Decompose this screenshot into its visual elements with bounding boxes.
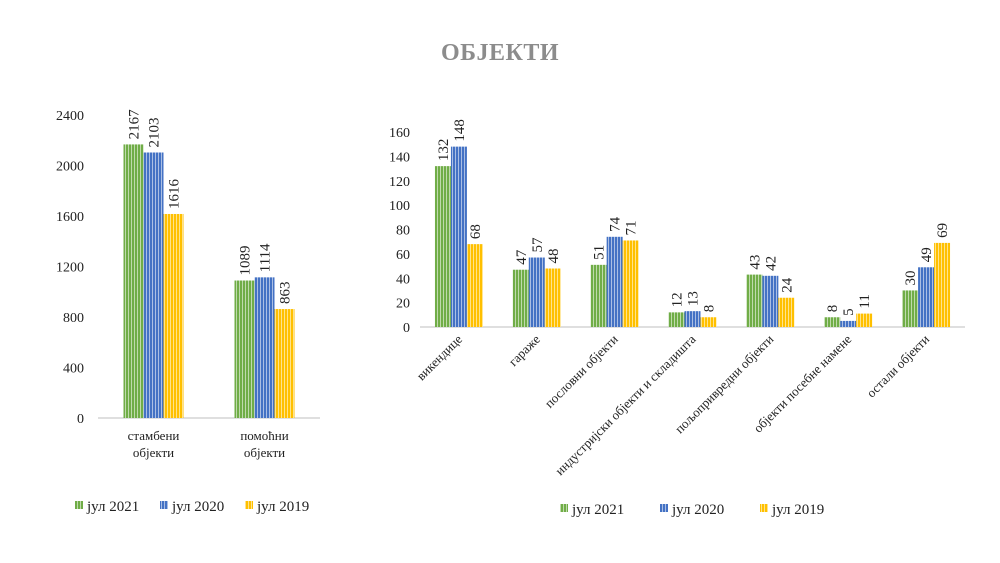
chart2-bar-jul-2021 [902, 290, 919, 327]
chart1-data-label: 1089 [238, 246, 254, 276]
chart2-bar-jul-2019 [466, 244, 483, 327]
chart1-bar-jul-2021 [234, 280, 255, 418]
chart2-data-label: 8 [825, 305, 841, 313]
chart2-bar-jul-2020 [606, 236, 623, 327]
chart2-category-label: викендице [413, 331, 465, 383]
chart2-data-label: 47 [514, 249, 530, 265]
chart2-data-label: 30 [903, 270, 919, 285]
chart2-y-tick-label: 20 [396, 297, 410, 312]
chart2-category-label: остали објекти [863, 331, 932, 400]
chart1-data-label: 1616 [167, 178, 183, 209]
chart2-legend-label-jul-2019: јул 2019 [771, 502, 824, 518]
chart1-data-label: 863 [278, 282, 294, 305]
chart2-bar-jul-2021 [824, 317, 841, 327]
chart2-data-label: 24 [779, 277, 795, 293]
chart1-bar-jul-2021 [123, 144, 144, 418]
chart1-data-label: 2103 [147, 117, 163, 147]
chart1-bar-jul-2020 [143, 152, 164, 418]
chart2-category-label: индустријски објекти и складишта [552, 331, 699, 478]
chart1-bar-jul-2019 [163, 213, 184, 418]
chart2-category-label: пословни објекти [541, 331, 620, 410]
chart2-data-label: 8 [702, 305, 718, 313]
chart1-bar-jul-2019 [274, 309, 295, 418]
chart1-category-label: помоћни [240, 428, 288, 443]
chart1-data-label: 2167 [127, 109, 143, 140]
chart1-legend-label-jul-2021: јул 2021 [86, 499, 139, 515]
chart1-category-label: објекти [133, 445, 174, 460]
chart1-legend-swatch-jul-2019 [245, 501, 253, 509]
chart2-legend-label-jul-2020: јул 2020 [671, 502, 724, 518]
chart2-bar-jul-2021 [434, 166, 451, 327]
chart1-y-tick-label: 1200 [56, 261, 84, 276]
chart2-bar-jul-2020 [684, 311, 701, 327]
chart2-data-label: 57 [530, 237, 546, 253]
chart2-y-tick-label: 0 [403, 321, 410, 336]
chart2-data-label: 5 [841, 308, 857, 316]
chart2-category-label: гараже [505, 331, 543, 369]
chart1-y-tick-label: 2400 [56, 109, 84, 124]
chart2-data-label: 69 [935, 223, 951, 238]
chart2-y-tick-label: 160 [389, 126, 410, 141]
chart1-category-label: стамбени [128, 428, 180, 443]
chart2-bar-jul-2019 [622, 240, 639, 327]
chart2-y-tick-label: 120 [389, 175, 410, 190]
chart2-legend-swatch-jul-2021 [560, 504, 568, 512]
chart2-data-label: 11 [857, 294, 873, 308]
chart2-bar-jul-2021 [746, 274, 763, 327]
chart1-bar-jul-2020 [254, 277, 275, 418]
chart2-data-label: 74 [608, 216, 624, 232]
chart2-bar-jul-2020 [762, 275, 779, 327]
chart2-legend-swatch-jul-2019 [760, 504, 768, 512]
chart2-y-tick-label: 100 [389, 199, 410, 214]
chart2-bar-jul-2020 [450, 146, 467, 327]
chart1-category-label: објекти [244, 445, 285, 460]
chart2-bar-jul-2020 [528, 257, 545, 327]
chart2-bar-jul-2021 [590, 264, 607, 327]
chart2-bar-jul-2020 [840, 320, 857, 327]
chart2-y-tick-label: 80 [396, 224, 410, 239]
chart1-y-tick-label: 800 [63, 311, 84, 326]
chart2-data-label: 12 [670, 292, 686, 307]
chart2-y-tick-label: 40 [396, 272, 410, 287]
chart2-data-label: 51 [592, 245, 608, 260]
chart2-data-label: 13 [686, 291, 702, 306]
chart2-bar-jul-2020 [918, 267, 935, 327]
chart2-data-label: 49 [919, 247, 935, 262]
chart2-bar-jul-2019 [778, 297, 795, 327]
chart2-data-label: 48 [546, 249, 562, 264]
chart2-bar-jul-2019 [544, 268, 561, 327]
chart2-bar-jul-2019 [856, 313, 873, 327]
chart2-legend-swatch-jul-2020 [660, 504, 668, 512]
chart2-legend-label-jul-2021: јул 2021 [571, 502, 624, 518]
chart2-bar-jul-2019 [934, 242, 951, 327]
chart1-y-tick-label: 400 [63, 362, 84, 377]
chart2-data-label: 43 [747, 255, 763, 270]
chart1-legend-swatch-jul-2021 [75, 501, 83, 509]
chart1-legend-swatch-jul-2020 [160, 501, 168, 509]
chart2-y-tick-label: 140 [389, 150, 410, 165]
chart1-y-tick-label: 2000 [56, 160, 84, 175]
chart2-bar-jul-2021 [668, 312, 685, 327]
chart2-data-label: 148 [452, 119, 468, 142]
chart-title: ОБЈЕКТИ [440, 40, 560, 66]
chart2-data-label: 68 [468, 224, 484, 239]
chart2-bar-jul-2021 [512, 269, 529, 327]
chart2-data-label: 132 [436, 139, 452, 162]
chart1-legend-label-jul-2019: јул 2019 [256, 499, 309, 515]
chart2-bar-jul-2019 [700, 317, 717, 327]
chart2-data-label: 42 [763, 256, 779, 271]
chart2-y-tick-label: 60 [396, 248, 410, 263]
chart1-y-tick-label: 1600 [56, 210, 84, 225]
chart1-data-label: 1114 [258, 243, 274, 272]
chart1-y-tick-label: 0 [77, 412, 84, 427]
chart1-legend-label-jul-2020: јул 2020 [171, 499, 224, 515]
chart2-data-label: 71 [624, 220, 640, 235]
